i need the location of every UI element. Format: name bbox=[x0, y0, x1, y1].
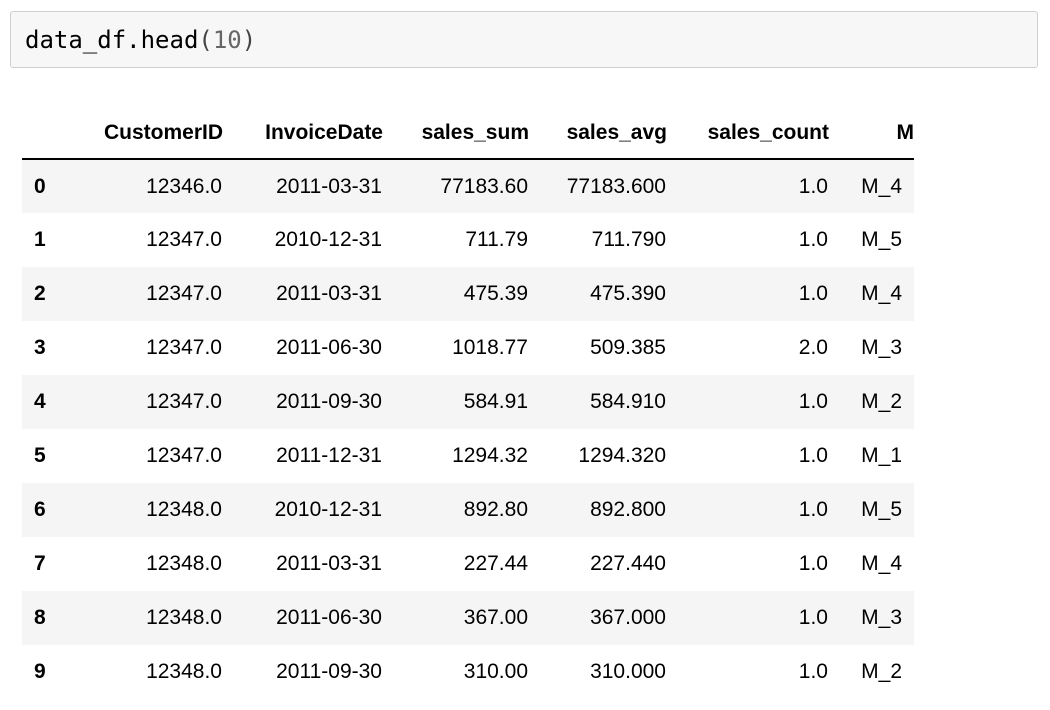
cell-sales-avg: 227.440 bbox=[590, 552, 666, 575]
cell-customerid: 12347.0 bbox=[146, 390, 222, 413]
cell-customerid: 12348.0 bbox=[146, 552, 222, 575]
table-row: 4 12347.0 2011-09-30 584.91 584.910 1.0 … bbox=[22, 375, 914, 429]
cell-invoicedate: 2011-06-30 bbox=[276, 336, 382, 359]
row-index: 6 bbox=[34, 498, 46, 521]
code-dot: . bbox=[126, 26, 141, 54]
table-row: 5 12347.0 2011-12-31 1294.32 1294.320 1.… bbox=[22, 429, 914, 483]
cell-sales-count: 1.0 bbox=[798, 282, 828, 305]
cell-customerid: 12347.0 bbox=[146, 336, 222, 359]
row-index: 7 bbox=[34, 552, 46, 575]
table-row: 0 12346.0 2011-03-31 77183.60 77183.600 … bbox=[22, 159, 914, 213]
cell-m: M_2 bbox=[861, 390, 902, 413]
cell-sales-avg: 711.790 bbox=[591, 228, 666, 251]
header-sales-count: sales_count bbox=[667, 108, 829, 160]
cell-customerid: 12348.0 bbox=[146, 606, 222, 629]
code-argument: 10 bbox=[212, 26, 242, 54]
cell-sales-avg: 584.910 bbox=[590, 390, 666, 413]
code-open-paren: ( bbox=[198, 26, 213, 54]
table-header: CustomerID InvoiceDate sales_sum sales_a… bbox=[22, 108, 914, 160]
row-index: 5 bbox=[34, 444, 46, 467]
code-cell-input[interactable]: data_df.head(10) bbox=[10, 11, 1038, 68]
cell-m: M_2 bbox=[861, 660, 902, 683]
table-body: 0 12346.0 2011-03-31 77183.60 77183.600 … bbox=[22, 159, 914, 699]
code-method: head bbox=[140, 26, 199, 54]
cell-invoicedate: 2011-03-31 bbox=[276, 552, 382, 575]
cell-m: M_4 bbox=[861, 282, 902, 305]
code-variable: data_df bbox=[25, 26, 127, 54]
cell-sales-avg: 1294.320 bbox=[578, 444, 666, 467]
cell-sales-sum: 227.44 bbox=[463, 552, 528, 575]
cell-sales-sum: 711.79 bbox=[465, 228, 528, 251]
cell-invoicedate: 2011-03-31 bbox=[276, 282, 382, 305]
cell-sales-count: 2.0 bbox=[798, 336, 828, 359]
cell-sales-sum: 892.80 bbox=[463, 498, 528, 521]
cell-sales-count: 1.0 bbox=[798, 498, 828, 521]
cell-sales-sum: 1294.32 bbox=[452, 444, 528, 467]
cell-customerid: 12347.0 bbox=[146, 228, 222, 251]
header-invoicedate: InvoiceDate bbox=[223, 108, 383, 160]
cell-sales-count: 1.0 bbox=[798, 606, 828, 629]
cell-m: M_5 bbox=[861, 498, 902, 521]
cell-sales-avg: 509.385 bbox=[590, 336, 666, 359]
cell-sales-count: 1.0 bbox=[798, 174, 828, 198]
row-index: 8 bbox=[34, 606, 46, 629]
cell-sales-avg: 475.390 bbox=[590, 282, 666, 305]
cell-sales-sum: 475.39 bbox=[463, 282, 528, 305]
table-row: 1 12347.0 2010-12-31 711.79 711.790 1.0 … bbox=[22, 213, 914, 267]
cell-customerid: 12346.0 bbox=[146, 174, 222, 198]
header-customerid: CustomerID bbox=[85, 108, 223, 160]
table-row: 9 12348.0 2011-09-30 310.00 310.000 1.0 … bbox=[22, 645, 914, 699]
row-index: 3 bbox=[34, 336, 46, 359]
cell-sales-sum: 1018.77 bbox=[452, 336, 528, 359]
cell-m: M_1 bbox=[861, 444, 902, 467]
cell-invoicedate: 2011-06-30 bbox=[276, 606, 382, 629]
cell-sales-sum: 77183.60 bbox=[440, 174, 528, 198]
cell-invoicedate: 2010-12-31 bbox=[274, 498, 382, 521]
row-index: 0 bbox=[34, 174, 46, 198]
cell-sales-count: 1.0 bbox=[798, 660, 828, 683]
cell-sales-sum: 584.91 bbox=[463, 390, 528, 413]
cell-sales-count: 1.0 bbox=[798, 390, 828, 413]
cell-invoicedate: 2011-09-30 bbox=[276, 390, 382, 413]
code-close-paren: ) bbox=[241, 26, 257, 54]
dataframe-output-table: CustomerID InvoiceDate sales_sum sales_a… bbox=[22, 108, 914, 699]
cell-invoicedate: 2011-09-30 bbox=[276, 660, 382, 683]
row-index: 9 bbox=[34, 660, 46, 683]
header-sales-sum: sales_sum bbox=[383, 108, 529, 160]
cell-m: M_3 bbox=[861, 336, 902, 359]
cell-sales-count: 1.0 bbox=[798, 552, 828, 575]
cell-sales-sum: 367.00 bbox=[463, 606, 528, 629]
table-row: 2 12347.0 2011-03-31 475.39 475.390 1.0 … bbox=[22, 267, 914, 321]
cell-customerid: 12347.0 bbox=[146, 282, 222, 305]
row-index: 4 bbox=[34, 390, 46, 413]
table-row: 8 12348.0 2011-06-30 367.00 367.000 1.0 … bbox=[22, 591, 914, 645]
cell-sales-avg: 892.800 bbox=[590, 498, 666, 521]
row-index: 2 bbox=[34, 282, 46, 305]
cell-m: M_4 bbox=[861, 552, 902, 575]
cell-sales-avg: 310.000 bbox=[590, 660, 666, 683]
cell-sales-avg: 77183.600 bbox=[566, 174, 666, 198]
cell-sales-sum: 310.00 bbox=[463, 660, 528, 683]
cell-invoicedate: 2010-12-31 bbox=[274, 228, 382, 251]
header-m: M bbox=[829, 108, 914, 160]
table-row: 3 12347.0 2011-06-30 1018.77 509.385 2.0… bbox=[22, 321, 914, 375]
header-index bbox=[22, 108, 85, 160]
cell-sales-avg: 367.000 bbox=[590, 606, 666, 629]
cell-m: M_5 bbox=[861, 228, 902, 251]
header-row: CustomerID InvoiceDate sales_sum sales_a… bbox=[22, 108, 914, 160]
cell-sales-count: 1.0 bbox=[798, 228, 828, 251]
cell-customerid: 12347.0 bbox=[146, 444, 222, 467]
cell-m: M_4 bbox=[861, 174, 902, 198]
header-sales-avg: sales_avg bbox=[529, 108, 667, 160]
cell-customerid: 12348.0 bbox=[146, 498, 222, 521]
table-row: 7 12348.0 2011-03-31 227.44 227.440 1.0 … bbox=[22, 537, 914, 591]
row-index: 1 bbox=[34, 228, 46, 251]
cell-invoicedate: 2011-03-31 bbox=[276, 174, 382, 198]
cell-sales-count: 1.0 bbox=[798, 444, 828, 467]
cell-m: M_3 bbox=[861, 606, 902, 629]
cell-customerid: 12348.0 bbox=[146, 660, 222, 683]
table-row: 6 12348.0 2010-12-31 892.80 892.800 1.0 … bbox=[22, 483, 914, 537]
cell-invoicedate: 2011-12-31 bbox=[276, 444, 382, 467]
